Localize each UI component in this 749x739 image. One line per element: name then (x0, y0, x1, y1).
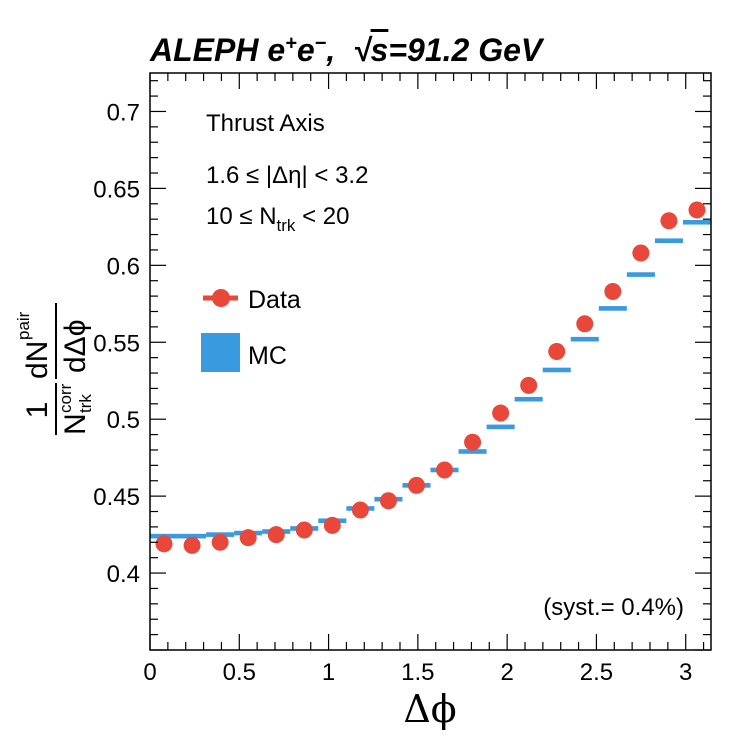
mc-band (626, 272, 655, 277)
ylabel-N-main: N (59, 413, 92, 435)
ylabel-N: N (59, 413, 92, 435)
legend: Data MC (201, 286, 301, 372)
data-point (660, 212, 678, 230)
ylabel-trk: trk (76, 394, 95, 413)
ticks-layer: 0 0.5 1 1.5 2 2.5 3 0.4 0.45 0.5 0.55 0.6 0.65 0.7 (93, 73, 711, 686)
title-suffix: =91.2 GeV (388, 32, 543, 68)
data-point (436, 461, 454, 479)
sqrt-symbol: √ (352, 32, 371, 68)
data-point (155, 535, 173, 553)
ntrk-sub: trk (277, 216, 296, 235)
mc-band (178, 533, 207, 539)
x-tick-label: 0 (143, 659, 156, 686)
ylabel-dphi: dΔϕ (59, 319, 92, 373)
data-point (211, 533, 229, 551)
data-point (379, 492, 397, 510)
mc-band (514, 396, 543, 402)
data-point (632, 244, 650, 262)
data-point (351, 501, 369, 519)
x-tick-label: 2 (500, 659, 513, 686)
y-tick-label: 0.4 (107, 561, 140, 588)
mc-band (598, 306, 627, 311)
y-tick-label: 0.7 (107, 99, 140, 126)
x-tick-label: 3 (679, 659, 692, 686)
annotation-deta: 1.6 ≤ |Δη| < 3.2 (206, 162, 368, 189)
chart-title: ALEPH e+e−, √s=91.2 GeV (150, 32, 542, 69)
mc-band (458, 449, 487, 454)
data-point (604, 282, 622, 300)
annotation-syst: (syst.= 0.4%) (543, 594, 684, 621)
data-point (576, 315, 594, 333)
data-point (267, 526, 285, 544)
y-tick-label: 0.55 (93, 330, 140, 357)
mc-band (542, 367, 571, 373)
y-tick-label: 0.65 (93, 176, 140, 203)
legend-data-marker (212, 289, 230, 307)
ylabel-corr: corr (56, 383, 75, 413)
x-tick-label: 1 (322, 659, 335, 686)
data-point (407, 476, 425, 494)
y-tick-label: 0.5 (107, 407, 140, 434)
title-s: s (370, 32, 389, 68)
ylabel-dN: dN (21, 341, 54, 379)
title-prefix: ALEPH e (150, 32, 286, 68)
annotation-axis: Thrust Axis (206, 110, 325, 137)
title-minus: − (314, 32, 327, 55)
title-sep: , (326, 32, 336, 68)
plot-frame (149, 72, 712, 651)
legend-mc-swatch (201, 333, 240, 372)
y-axis-label: 1 N corr trk dN pair dΔϕ (14, 303, 95, 435)
mc-band (682, 219, 712, 225)
title-plus: + (285, 32, 297, 55)
data-point (688, 201, 706, 219)
data-point (183, 536, 201, 554)
data-layer (155, 201, 706, 554)
legend-data-label: Data (248, 286, 301, 314)
data-point (323, 516, 341, 534)
annotation-ntrk: 10 ≤ Ntrk < 20 (206, 203, 349, 235)
y-tick-label: 0.6 (107, 253, 140, 280)
data-point (464, 433, 482, 451)
mc-band (570, 336, 599, 342)
x-tick-label: 0.5 (223, 659, 256, 686)
data-point (239, 529, 257, 547)
ntrk-suffix: < 20 (295, 203, 349, 230)
data-point (295, 521, 313, 539)
data-point (548, 342, 566, 360)
data-point (520, 376, 538, 394)
mc-band (654, 238, 683, 244)
ylabel-one: 1 (21, 402, 54, 419)
x-tick-label: 1.5 (401, 659, 434, 686)
mc-band (486, 424, 515, 430)
data-point (492, 404, 510, 422)
x-axis-label: Δϕ (403, 687, 456, 731)
legend-mc-label: MC (248, 342, 287, 370)
y-tick-label: 0.45 (93, 484, 140, 511)
mc-layer (149, 219, 712, 539)
ylabel-pair: pair (14, 311, 33, 340)
ntrk-prefix: 10 ≤ N (206, 203, 277, 230)
title-e2: e (296, 32, 315, 68)
x-tick-label: 2.5 (580, 659, 613, 686)
